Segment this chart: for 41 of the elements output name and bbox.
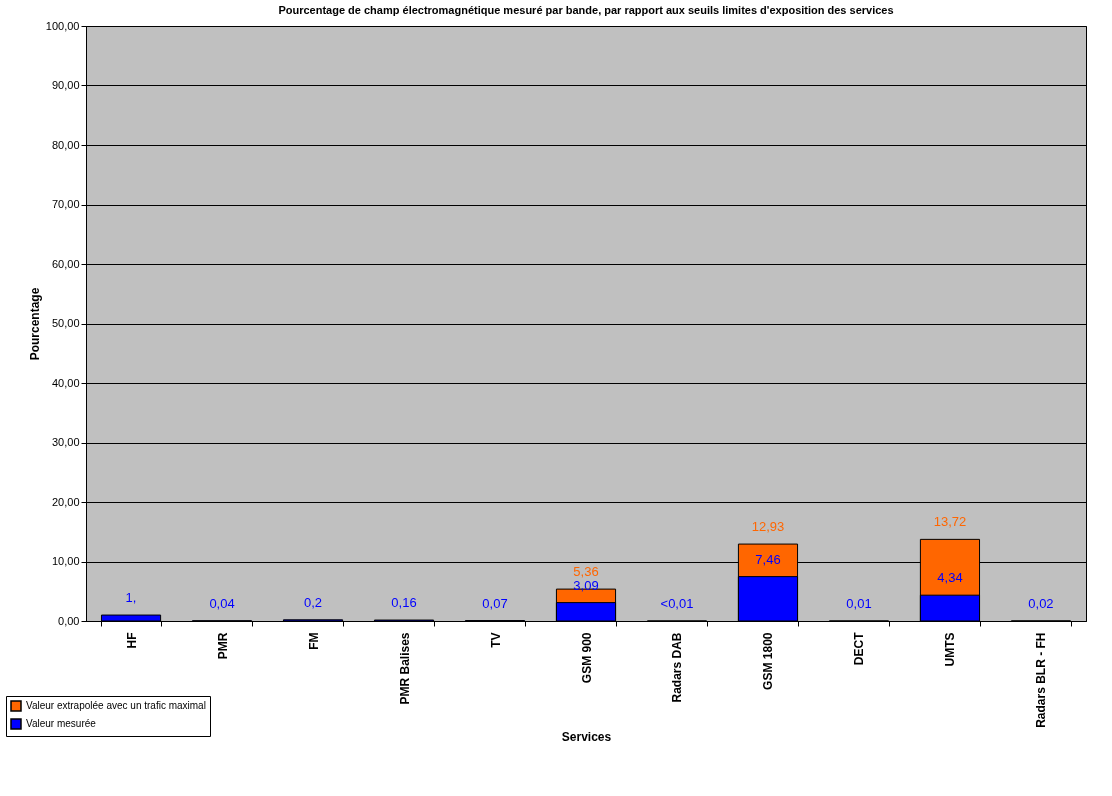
chart-title: Pourcentage de champ électromagnétique mesuré par bande, par rapport aux seuils limites d'exposition des services bbox=[278, 4, 894, 16]
y-tick-label: 40,00 bbox=[51, 376, 80, 389]
y-axis-title: Pourcentage bbox=[27, 287, 42, 361]
data-label: 0,02 bbox=[1028, 595, 1054, 611]
data-label: 13,72 bbox=[933, 514, 967, 530]
data-label: 0,2 bbox=[303, 594, 323, 610]
data-label: 1, bbox=[125, 590, 137, 606]
y-tick-label: 100,00 bbox=[45, 19, 80, 32]
y-tick-label: 70,00 bbox=[51, 198, 80, 210]
data-label: 0,07 bbox=[482, 595, 508, 611]
x-tick-label: GSM 900 bbox=[579, 632, 594, 684]
data-label: 12,93 bbox=[751, 519, 785, 535]
data-label: 5,36 bbox=[573, 564, 599, 580]
y-tick-label: 60,00 bbox=[51, 257, 80, 270]
y-tick-label: 20,00 bbox=[51, 495, 80, 508]
y-tick-label: 50,00 bbox=[51, 317, 80, 329]
x-tick-label: TV bbox=[488, 632, 503, 648]
data-label: 7,46 bbox=[755, 551, 781, 567]
x-tick-label: HF bbox=[124, 632, 139, 649]
y-tick-label: 80,00 bbox=[51, 138, 80, 151]
data-label: 0,16 bbox=[391, 595, 417, 611]
data-label: 0,01 bbox=[846, 595, 872, 611]
x-tick-label: FM bbox=[306, 632, 321, 650]
y-tick-label: 90,00 bbox=[51, 79, 80, 91]
data-label: 3,09 bbox=[573, 577, 599, 593]
x-tick-label: DECT bbox=[852, 631, 867, 666]
x-axis-title: Services bbox=[561, 729, 612, 744]
legend-label: Valeur mesurée bbox=[26, 718, 97, 729]
x-tick-label: PMR bbox=[215, 632, 230, 660]
y-tick-label: 30,00 bbox=[51, 436, 80, 448]
x-tick-label: GSM 1800 bbox=[761, 632, 776, 690]
x-tick-label: Radars DAB bbox=[670, 632, 685, 703]
y-tick-label: 0,00 bbox=[58, 614, 80, 627]
x-tick-label: UMTS bbox=[943, 632, 958, 667]
legend-label: Valeur extrapolée avec un trafic maximal bbox=[26, 700, 206, 711]
data-label: 0,04 bbox=[209, 595, 235, 611]
data-label: 4,34 bbox=[937, 570, 963, 586]
data-label: <0,01 bbox=[660, 595, 694, 611]
x-tick-label: PMR Balises bbox=[397, 632, 412, 705]
y-tick-label: 10,00 bbox=[51, 555, 80, 567]
x-tick-label: Radars BLR - FH bbox=[1034, 632, 1049, 728]
